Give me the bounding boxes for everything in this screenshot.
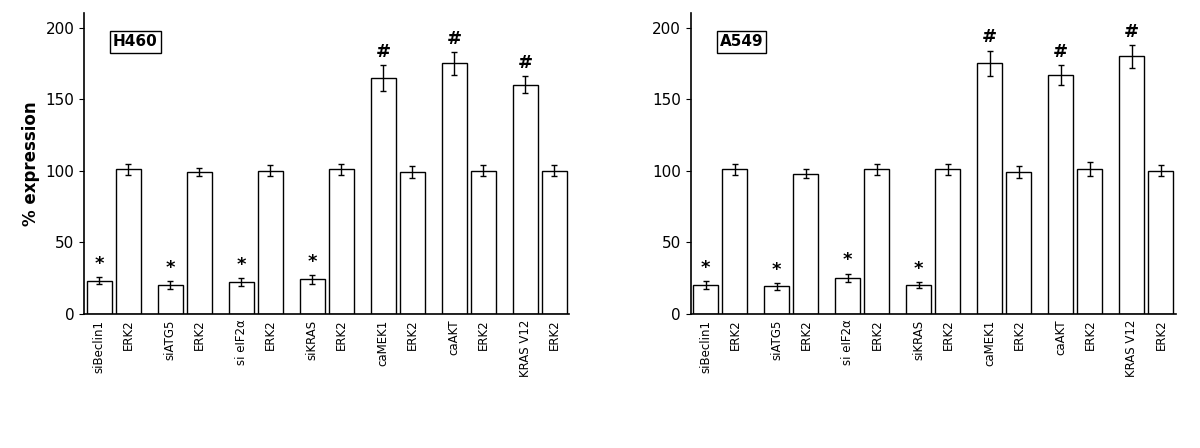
Text: siATG5: siATG5 xyxy=(163,319,176,360)
Bar xyxy=(115,169,140,314)
Y-axis label: % expression: % expression xyxy=(22,101,40,226)
Bar xyxy=(400,172,425,314)
Text: #: # xyxy=(1054,43,1068,60)
Text: #: # xyxy=(376,43,391,60)
Bar xyxy=(541,171,566,314)
Text: *: * xyxy=(772,261,781,279)
Text: ERK2: ERK2 xyxy=(264,319,277,350)
Bar xyxy=(86,281,112,314)
Text: *: * xyxy=(95,255,103,273)
Text: ERK2: ERK2 xyxy=(799,319,812,350)
Text: *: * xyxy=(236,255,246,274)
Bar xyxy=(835,278,860,314)
Text: ERK2: ERK2 xyxy=(728,319,742,350)
Bar xyxy=(764,286,790,314)
Text: siKRAS: siKRAS xyxy=(306,319,318,360)
Text: ERK2: ERK2 xyxy=(335,319,348,350)
Bar xyxy=(470,171,496,314)
Bar xyxy=(371,78,396,314)
Bar xyxy=(864,169,889,314)
Bar xyxy=(1078,169,1103,314)
Bar xyxy=(694,285,719,314)
Text: ERK2: ERK2 xyxy=(547,319,560,350)
Bar xyxy=(228,282,253,314)
Bar xyxy=(157,285,182,314)
Text: ERK2: ERK2 xyxy=(1154,319,1168,350)
Text: #: # xyxy=(1124,22,1139,41)
Bar xyxy=(906,285,931,314)
Bar xyxy=(1148,171,1174,314)
Bar xyxy=(1120,56,1145,314)
Text: siATG5: siATG5 xyxy=(770,319,784,360)
Text: *: * xyxy=(701,259,710,277)
Text: #: # xyxy=(982,28,997,46)
Bar xyxy=(722,169,748,314)
Text: si eIF2α: si eIF2α xyxy=(841,319,854,366)
Text: caMEK1: caMEK1 xyxy=(377,319,390,366)
Text: siBeclin1: siBeclin1 xyxy=(92,319,106,373)
Text: #: # xyxy=(517,54,533,72)
Bar xyxy=(442,64,467,314)
Text: ERK2: ERK2 xyxy=(1013,319,1026,350)
Text: #: # xyxy=(446,30,462,48)
Bar xyxy=(793,173,818,314)
Bar xyxy=(1048,75,1073,314)
Text: *: * xyxy=(914,260,924,278)
Text: *: * xyxy=(842,251,852,269)
Text: si eIF2α: si eIF2α xyxy=(234,319,247,366)
Bar xyxy=(187,172,212,314)
Text: ERK2: ERK2 xyxy=(1084,319,1097,350)
Bar xyxy=(936,169,960,314)
Bar xyxy=(300,279,324,314)
Text: ERK2: ERK2 xyxy=(193,319,205,350)
Text: *: * xyxy=(166,259,175,277)
Bar xyxy=(329,169,354,314)
Text: KRAS V12: KRAS V12 xyxy=(518,319,532,377)
Text: siBeclin1: siBeclin1 xyxy=(700,319,713,373)
Text: siKRAS: siKRAS xyxy=(912,319,925,360)
Bar xyxy=(977,64,1002,314)
Text: A549: A549 xyxy=(720,34,763,49)
Text: caMEK1: caMEK1 xyxy=(983,319,996,366)
Text: ERK2: ERK2 xyxy=(870,319,883,350)
Text: ERK2: ERK2 xyxy=(121,319,134,350)
Bar xyxy=(512,85,538,314)
Bar xyxy=(258,171,283,314)
Bar xyxy=(1007,172,1032,314)
Text: *: * xyxy=(307,253,317,271)
Text: caAKT: caAKT xyxy=(1055,319,1067,355)
Text: ERK2: ERK2 xyxy=(942,319,954,350)
Text: ERK2: ERK2 xyxy=(476,319,490,350)
Text: ERK2: ERK2 xyxy=(406,319,419,350)
Text: H460: H460 xyxy=(113,34,158,49)
Text: KRAS V12: KRAS V12 xyxy=(1126,319,1139,377)
Text: caAKT: caAKT xyxy=(448,319,461,355)
